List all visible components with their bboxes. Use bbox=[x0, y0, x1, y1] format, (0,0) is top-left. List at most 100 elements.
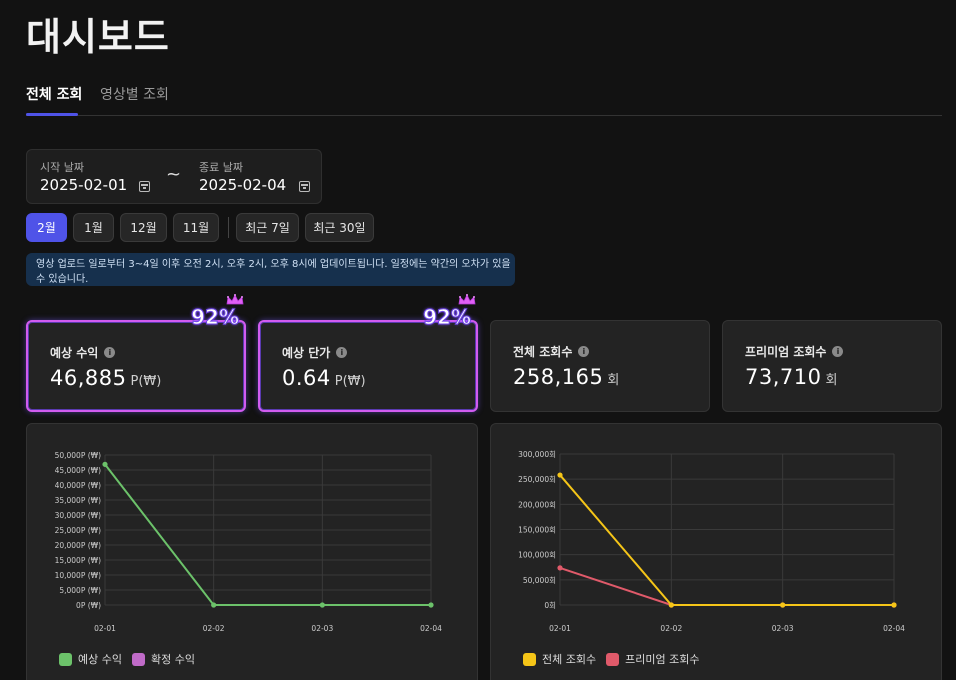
legend-label: 프리미엄 조회수 bbox=[625, 653, 700, 666]
y-tick-label: 50,000P (₩) bbox=[55, 451, 101, 460]
card-value: 258,165 회 bbox=[513, 365, 619, 389]
legend-label: 확정 수익 bbox=[150, 653, 195, 666]
date-separator: ~ bbox=[166, 164, 182, 185]
data-point[interactable] bbox=[668, 602, 674, 608]
y-tick-label: 40,000P (₩) bbox=[55, 481, 101, 490]
card-value-unit: 회 bbox=[825, 373, 838, 388]
y-tick-label: 5,000P (₩) bbox=[59, 586, 101, 595]
legend-swatch-yellow bbox=[523, 652, 536, 666]
data-point[interactable] bbox=[780, 602, 786, 608]
calendar-icon[interactable] bbox=[299, 181, 310, 192]
tab-active-underline bbox=[26, 113, 78, 116]
card-value-unit: P(₩) bbox=[130, 374, 162, 389]
revenue-chart: 50,000P (₩) 45,000P (₩) 40,000P (₩) 35,000P… bbox=[55, 451, 443, 633]
y-tick-label: 30,000P (₩) bbox=[55, 511, 101, 520]
card-title: 전체 조회수 i bbox=[513, 343, 590, 360]
tab-per-video-label: 영상별 조회 bbox=[100, 87, 169, 103]
card-value: 0.64 P(₩) bbox=[282, 366, 366, 390]
card-value-unit: P(₩) bbox=[334, 374, 366, 389]
y-tick-label: 250,000회 bbox=[518, 475, 556, 484]
y-tick-label: 0P (₩) bbox=[76, 601, 101, 610]
series-line bbox=[104, 463, 431, 606]
series-line bbox=[559, 474, 894, 606]
card-value: 46,885 P(₩) bbox=[50, 366, 161, 390]
legend-label: 전체 조회수 bbox=[542, 653, 597, 666]
end-date-label: 종료 날짜 bbox=[199, 161, 243, 174]
card-title-text: 예상 수익 bbox=[50, 346, 99, 360]
info-icon[interactable]: i bbox=[104, 347, 116, 358]
tab-bar: 전체 조회 영상별 조회 bbox=[26, 84, 942, 116]
card-title-text: 전체 조회수 bbox=[513, 345, 573, 359]
card-expected-revenue: 92% 예상 수익 i 46,885 P(₩) bbox=[26, 294, 246, 412]
y-tick-label: 0회 bbox=[544, 601, 556, 610]
crown-icon bbox=[458, 294, 476, 305]
card-title: 예상 단가 i bbox=[282, 344, 348, 361]
card-value-number: 0.64 bbox=[282, 366, 331, 390]
data-point[interactable] bbox=[102, 461, 108, 467]
start-date-input[interactable]: 2025-02-01 bbox=[40, 176, 128, 194]
card-value-number: 73,710 bbox=[745, 365, 822, 389]
card-expected-unit-price: 92% 예상 단가 i 0.64 P(₩) bbox=[258, 294, 478, 412]
x-tick-label: 02-04 bbox=[883, 624, 905, 633]
tab-overall[interactable]: 전체 조회 bbox=[26, 84, 83, 116]
legend-swatch-red bbox=[606, 652, 620, 666]
revenue-chart-legend: 예상 수익 확정 수익 bbox=[59, 651, 195, 667]
y-tick-label: 300,000회 bbox=[518, 450, 556, 459]
card-title: 예상 수익 i bbox=[50, 344, 116, 361]
info-icon[interactable]: i bbox=[832, 346, 844, 357]
y-tick-label: 100,000회 bbox=[518, 551, 556, 560]
views-chart-panel: 300,000회 250,000회 200,000회 150,000회 100,000회… bbox=[490, 423, 942, 680]
info-icon[interactable]: i bbox=[336, 347, 348, 358]
data-point[interactable] bbox=[319, 602, 325, 608]
y-tick-label: 10,000P (₩) bbox=[55, 571, 101, 580]
calendar-icon[interactable] bbox=[139, 181, 150, 192]
legend-label: 예상 수익 bbox=[78, 653, 122, 666]
page-title: 대시보드 bbox=[26, 15, 170, 59]
x-tick-label: 02-04 bbox=[420, 624, 442, 633]
period-button-jan[interactable]: 1월 bbox=[73, 213, 114, 242]
x-tick-label: 02-03 bbox=[772, 624, 794, 633]
data-point[interactable] bbox=[211, 602, 217, 608]
end-date-input[interactable]: 2025-02-04 bbox=[199, 176, 287, 194]
legend-swatch-green bbox=[59, 652, 72, 666]
card-title-text: 프리미엄 조회수 bbox=[745, 345, 827, 359]
card-value: 73,710 회 bbox=[745, 365, 837, 389]
series-line bbox=[559, 566, 894, 606]
data-point[interactable] bbox=[557, 565, 563, 571]
card-premium-views: 프리미엄 조회수 i 73,710 회 bbox=[722, 320, 942, 412]
y-tick-label: 20,000P (₩) bbox=[55, 541, 101, 550]
period-button-last-30-days[interactable]: 최근 30일 bbox=[305, 213, 374, 242]
y-tick-label: 25,000P (₩) bbox=[55, 526, 101, 535]
tab-per-video[interactable]: 영상별 조회 bbox=[100, 84, 169, 114]
data-point[interactable] bbox=[891, 602, 897, 608]
period-button-feb[interactable]: 2월 bbox=[26, 213, 67, 242]
update-notice: 영상 업로드 일로부터 3~4일 이후 오전 2시, 오후 2시, 오후 8시에… bbox=[26, 253, 515, 286]
x-tick-label: 02-02 bbox=[660, 624, 682, 633]
views-chart-legend: 전체 조회수 프리미엄 조회수 bbox=[523, 651, 699, 667]
y-tick-label: 50,000회 bbox=[523, 576, 556, 585]
card-value-number: 258,165 bbox=[513, 365, 604, 389]
percent-badge: 92% bbox=[191, 305, 240, 330]
legend-item-total-views[interactable]: 전체 조회수 bbox=[523, 651, 596, 667]
views-chart: 300,000회 250,000회 200,000회 150,000회 100,000회… bbox=[518, 450, 905, 633]
period-button-last-7-days[interactable]: 최근 7일 bbox=[236, 213, 299, 242]
x-tick-label: 02-01 bbox=[549, 624, 571, 633]
y-tick-label: 15,000P (₩) bbox=[55, 556, 101, 565]
card-total-views: 전체 조회수 i 258,165 회 bbox=[490, 320, 710, 412]
legend-item-expected-revenue[interactable]: 예상 수익 bbox=[59, 651, 122, 667]
info-icon[interactable]: i bbox=[578, 346, 590, 357]
revenue-chart-panel: 50,000P (₩) 45,000P (₩) 40,000P (₩) 35,000P… bbox=[26, 423, 478, 680]
y-tick-label: 45,000P (₩) bbox=[55, 466, 101, 475]
tab-overall-label: 전체 조회 bbox=[26, 87, 83, 103]
legend-item-premium-views[interactable]: 프리미엄 조회수 bbox=[606, 651, 699, 667]
data-point[interactable] bbox=[557, 472, 563, 478]
data-point[interactable] bbox=[428, 602, 434, 608]
period-button-nov[interactable]: 11월 bbox=[173, 213, 219, 242]
x-tick-label: 02-02 bbox=[203, 624, 225, 633]
percent-badge: 92% bbox=[423, 305, 472, 330]
legend-item-confirmed-revenue[interactable]: 확정 수익 bbox=[131, 651, 195, 667]
start-date-label: 시작 날짜 bbox=[40, 161, 84, 174]
period-divider bbox=[228, 217, 229, 238]
period-button-dec[interactable]: 12월 bbox=[120, 213, 167, 242]
card-value-number: 46,885 bbox=[50, 366, 127, 390]
